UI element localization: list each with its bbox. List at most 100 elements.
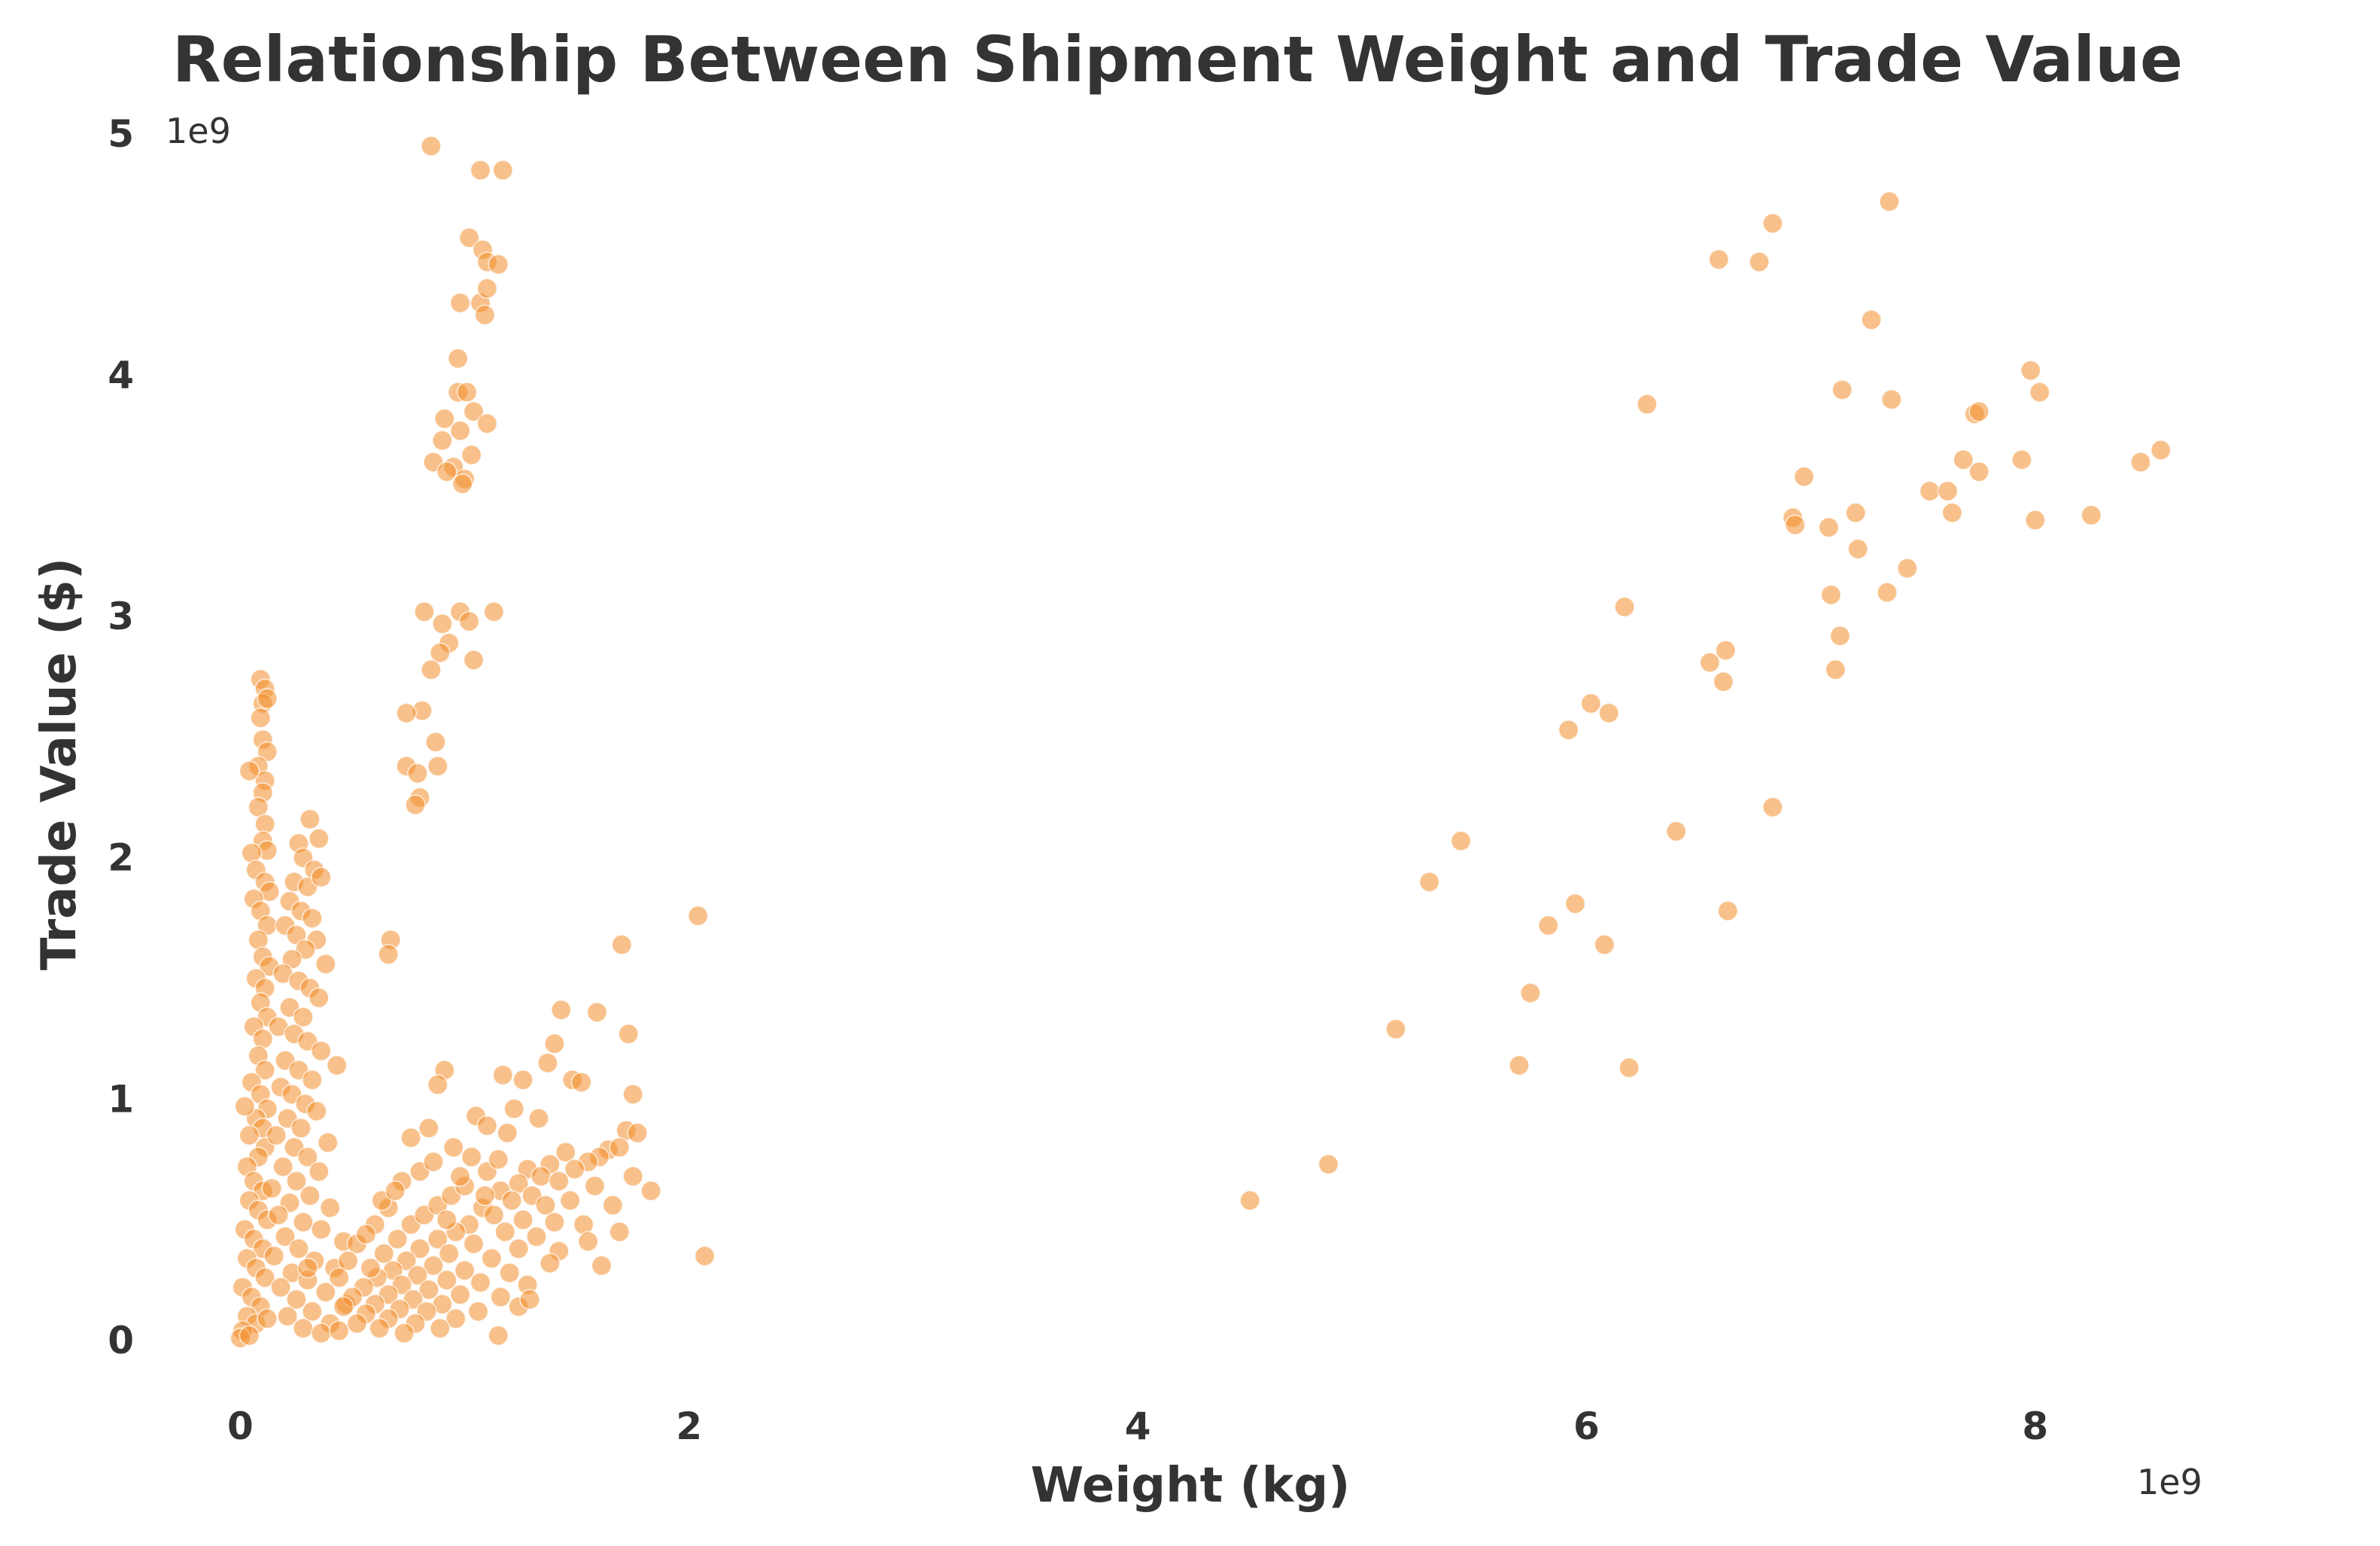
data-point xyxy=(570,1072,592,1093)
data-point xyxy=(526,1226,547,1247)
data-point xyxy=(355,1224,377,1245)
data-point xyxy=(326,1055,348,1076)
data-point xyxy=(400,1127,421,1149)
data-point xyxy=(481,1248,503,1269)
data-point xyxy=(449,1284,471,1305)
data-point xyxy=(239,760,260,782)
data-point xyxy=(2029,382,2050,403)
data-point xyxy=(310,1219,332,1240)
data-point xyxy=(261,1178,283,1199)
data-point xyxy=(239,1325,260,1347)
scatter-points xyxy=(229,135,2172,1349)
data-point xyxy=(418,1118,439,1139)
data-point xyxy=(449,292,471,314)
data-point xyxy=(512,1209,533,1231)
data-point xyxy=(293,1318,314,1339)
data-point xyxy=(319,1197,341,1219)
data-point xyxy=(2025,510,2046,531)
data-point xyxy=(438,1243,460,1264)
data-point xyxy=(436,1269,457,1291)
data-point xyxy=(544,1033,565,1055)
data-point xyxy=(1318,1154,1339,1175)
data-point xyxy=(1818,516,1840,538)
data-point xyxy=(409,1238,430,1259)
data-point xyxy=(328,1267,350,1289)
data-point xyxy=(250,707,272,729)
data-point xyxy=(360,1257,381,1279)
data-point xyxy=(694,1245,716,1267)
data-point xyxy=(1715,640,1737,661)
data-point xyxy=(474,1185,496,1207)
data-point xyxy=(346,1313,368,1334)
data-point xyxy=(1699,652,1721,673)
data-point xyxy=(275,1226,296,1247)
data-point xyxy=(293,1006,314,1028)
data-point xyxy=(544,1212,565,1233)
x-tick-label: 4 xyxy=(1125,1404,1151,1448)
data-point xyxy=(508,1238,530,1259)
data-point xyxy=(1509,1055,1530,1076)
data-point xyxy=(373,1243,395,1264)
y-tick-label: 4 xyxy=(108,354,134,397)
data-point xyxy=(499,1262,521,1283)
data-point xyxy=(586,1002,608,1023)
data-point xyxy=(1897,558,1918,579)
data-point xyxy=(433,408,455,430)
data-point xyxy=(463,650,485,671)
data-point xyxy=(618,1023,640,1045)
data-point xyxy=(476,278,498,300)
data-point xyxy=(1762,796,1783,818)
data-point xyxy=(1614,596,1635,618)
data-point xyxy=(305,1100,327,1122)
data-point xyxy=(1762,212,1783,234)
data-point xyxy=(449,1166,471,1187)
data-point xyxy=(423,1151,444,1173)
data-point xyxy=(418,1279,439,1301)
data-point xyxy=(333,1296,354,1317)
data-point xyxy=(257,688,278,710)
data-point xyxy=(436,461,457,482)
data-point xyxy=(503,1098,525,1119)
data-point xyxy=(414,601,435,622)
data-point xyxy=(266,1125,287,1146)
data-point xyxy=(540,1252,561,1274)
x-axis-label: Weight (kg) xyxy=(1031,1458,1351,1514)
data-point xyxy=(317,1132,339,1153)
data-point xyxy=(458,610,480,632)
data-point xyxy=(270,1277,291,1298)
data-point xyxy=(456,382,478,403)
data-point xyxy=(268,1204,289,1225)
data-point xyxy=(537,1052,558,1073)
data-point xyxy=(1564,893,1586,915)
data-point xyxy=(1877,582,1898,603)
data-point xyxy=(427,756,448,777)
data-point xyxy=(1861,309,1882,330)
data-point xyxy=(1881,388,1902,410)
data-point xyxy=(535,1194,556,1216)
data-point xyxy=(454,1260,476,1281)
data-point xyxy=(421,659,442,680)
data-point xyxy=(277,1306,298,1327)
data-point xyxy=(627,1122,649,1143)
data-point xyxy=(622,1084,644,1105)
data-point xyxy=(234,1096,256,1117)
data-point xyxy=(611,934,633,955)
data-point xyxy=(429,1318,451,1339)
data-point xyxy=(512,1069,533,1091)
data-point xyxy=(302,1301,323,1322)
data-point xyxy=(490,1286,512,1307)
data-point xyxy=(1953,449,1974,470)
data-point xyxy=(463,400,485,422)
data-point xyxy=(458,227,480,248)
data-point xyxy=(488,254,509,275)
data-point xyxy=(483,601,505,622)
data-point xyxy=(609,1221,631,1243)
data-point xyxy=(467,1301,489,1322)
data-point xyxy=(239,1125,260,1146)
data-point xyxy=(1879,190,1900,212)
data-point xyxy=(299,1185,321,1207)
data-point xyxy=(2081,504,2102,526)
data-point xyxy=(387,1228,409,1249)
data-point xyxy=(488,1325,509,1347)
data-point xyxy=(1829,625,1851,647)
